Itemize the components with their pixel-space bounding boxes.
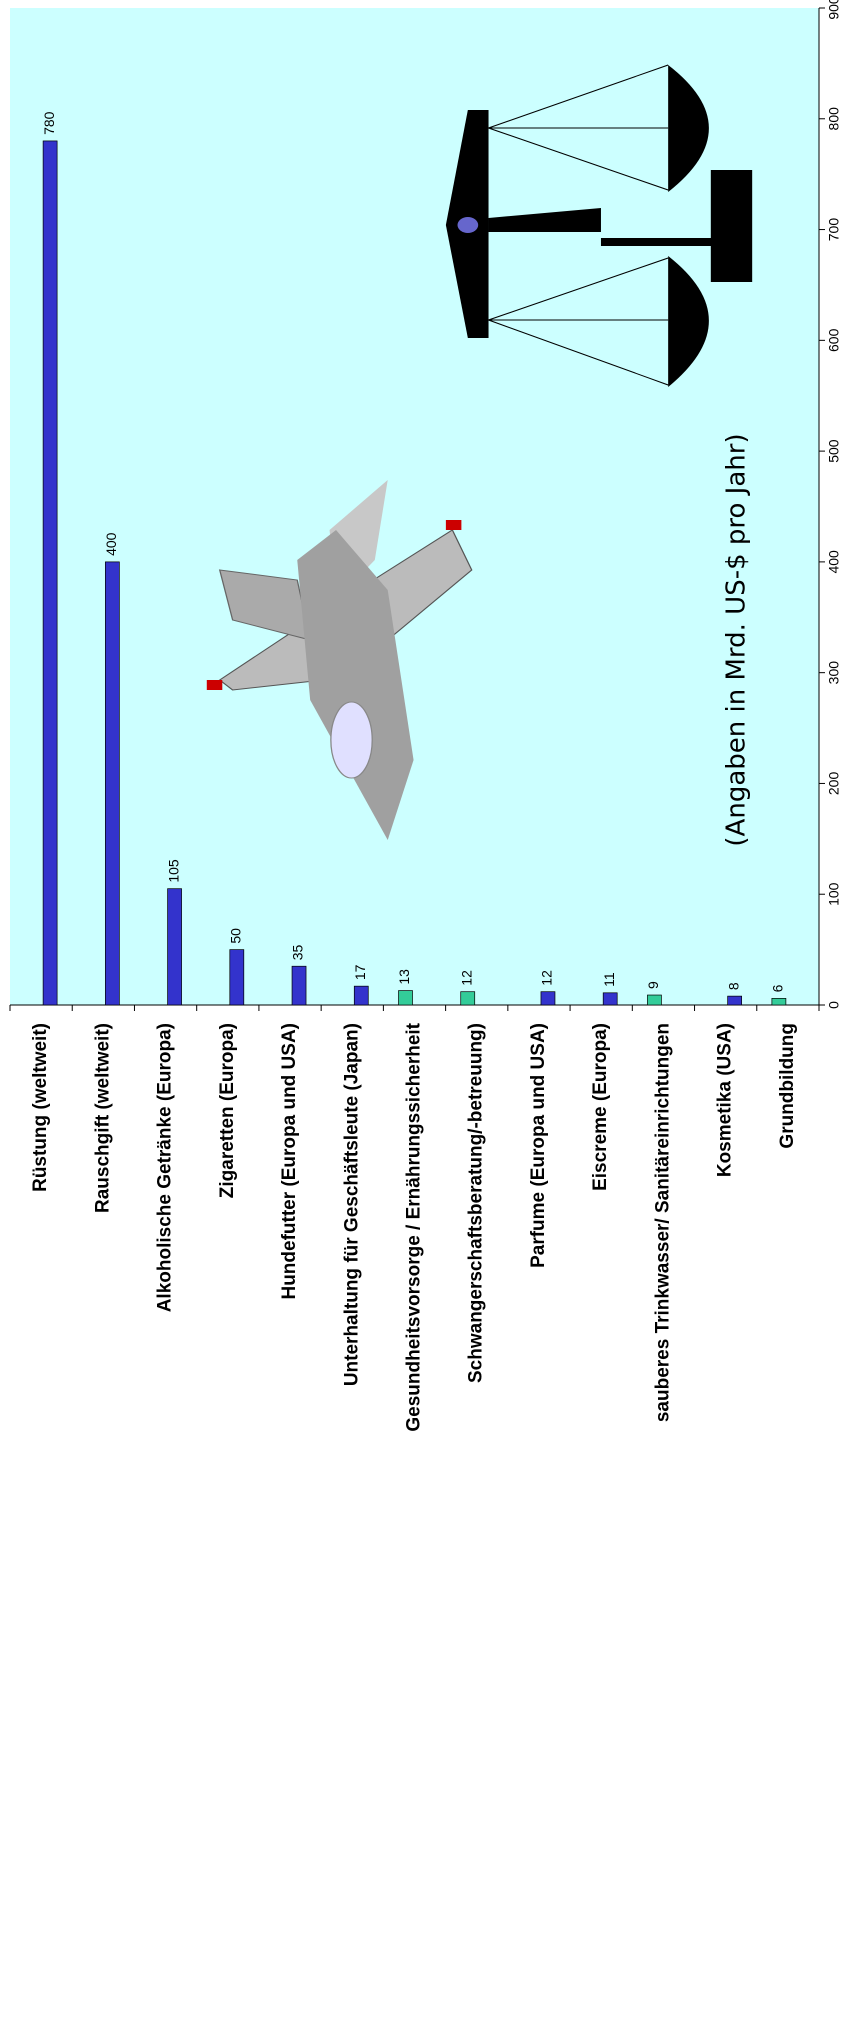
x-tick-label: Eiscreme (Europa) xyxy=(590,1023,611,1191)
data-label: 6 xyxy=(770,984,786,992)
x-tick-label: Schwangerschaftsberatung/-betreuung) xyxy=(466,1023,487,1383)
bar xyxy=(353,985,369,1006)
data-label: 8 xyxy=(725,982,741,990)
x-tick-label: sauberes Trinkwasser/ Sanitäreinrichtung… xyxy=(652,1023,673,1422)
y-tick-label: 400 xyxy=(826,550,842,574)
x-tick-label: Grundbildung xyxy=(777,1023,798,1149)
y-tick-label: 0 xyxy=(826,1001,842,1009)
y-tick-label: 900 xyxy=(826,0,842,20)
y-tick-label: 600 xyxy=(826,328,842,352)
x-tick-label: Alkoholische Getränke (Europa) xyxy=(155,1023,176,1312)
data-label: 9 xyxy=(645,981,661,989)
y-tick-label: 700 xyxy=(826,218,842,242)
bar xyxy=(647,994,662,1006)
x-tick-label: Gesundheitsvorsorge / Ernährungssicherhe… xyxy=(404,1022,425,1431)
data-label: 105 xyxy=(165,859,181,883)
bar xyxy=(42,140,58,1006)
data-label: 11 xyxy=(601,972,617,987)
bar xyxy=(602,992,618,1006)
bar xyxy=(460,991,476,1006)
x-tick-label: Parfume (Europa und USA) xyxy=(528,1023,549,1268)
x-tick-label: Kosmetika (USA) xyxy=(715,1023,736,1177)
x-tick-label: Unterhaltung für Geschäftsleute (Japan) xyxy=(341,1023,362,1386)
data-label: 780 xyxy=(41,111,57,135)
bar xyxy=(727,995,743,1006)
scales-illustration xyxy=(445,64,753,387)
x-tick-label: Rüstung (weltweit) xyxy=(30,1023,51,1192)
bar xyxy=(167,888,182,1006)
data-label: 50 xyxy=(228,928,244,944)
bar xyxy=(229,949,245,1006)
y-tick-label: 200 xyxy=(826,772,842,796)
annotation: (Angaben in Mrd. US-$ pro Jahr) xyxy=(722,433,752,846)
y-tick-label: 800 xyxy=(826,107,842,131)
y-tick-label: 500 xyxy=(826,439,842,463)
bar xyxy=(291,965,307,1006)
data-label: 13 xyxy=(396,969,412,985)
illustrations xyxy=(206,64,753,840)
x-tick-label: Zigaretten (Europa) xyxy=(217,1023,238,1198)
bar xyxy=(771,998,787,1006)
bar xyxy=(398,990,413,1006)
bar xyxy=(540,991,556,1006)
x-tick-label: Hundefutter (Europa und USA) xyxy=(279,1023,300,1300)
data-label: 35 xyxy=(290,944,306,960)
data-label: 12 xyxy=(458,970,474,986)
y-tick-label: 300 xyxy=(826,661,842,685)
data-label: 17 xyxy=(352,964,368,980)
bar xyxy=(104,561,120,1006)
x-tick-label: Rauschgift (weltweit) xyxy=(92,1023,113,1213)
y-tick-label: 100 xyxy=(826,882,842,906)
jet-illustration xyxy=(206,480,473,840)
data-label: 12 xyxy=(539,970,555,986)
data-label: 400 xyxy=(103,532,119,556)
